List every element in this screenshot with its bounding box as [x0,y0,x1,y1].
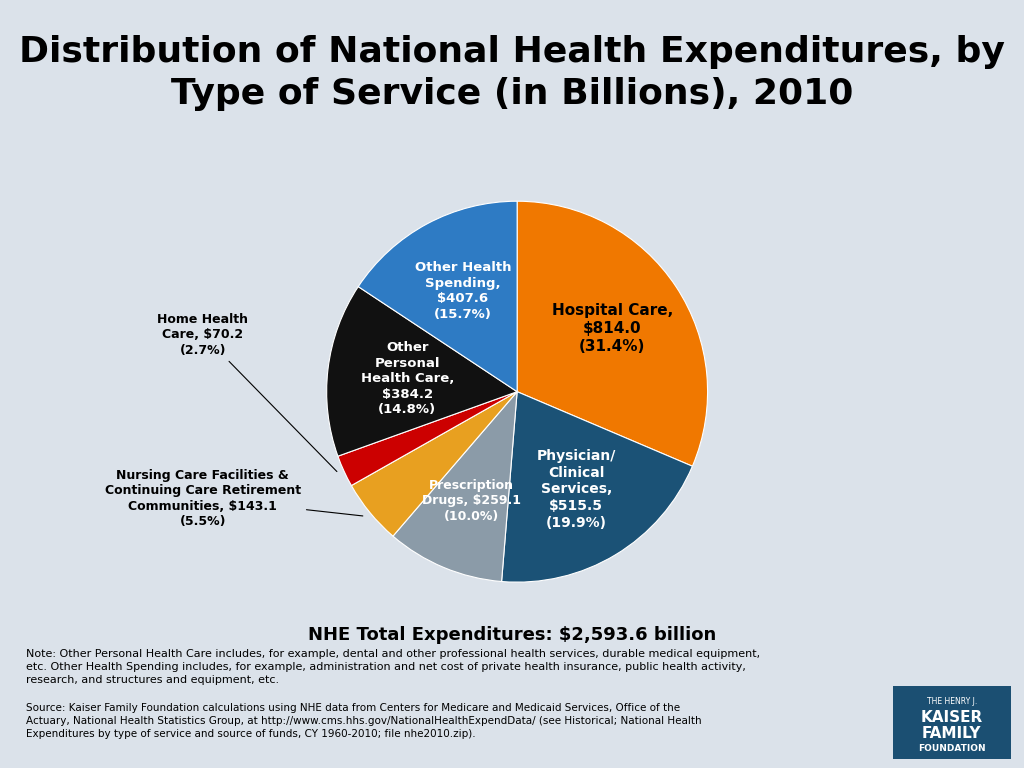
Text: Distribution of National Health Expenditures, by
Type of Service (in Billions), : Distribution of National Health Expendit… [19,35,1005,111]
Text: Other Health
Spending,
$407.6
(15.7%): Other Health Spending, $407.6 (15.7%) [415,261,511,321]
Wedge shape [517,201,708,466]
Text: NHE Total Expenditures: $2,593.6 billion: NHE Total Expenditures: $2,593.6 billion [308,626,716,644]
Wedge shape [358,201,517,392]
Text: Other
Personal
Health Care,
$384.2
(14.8%): Other Personal Health Care, $384.2 (14.8… [360,341,454,416]
Text: Prescription
Drugs, $259.1
(10.0%): Prescription Drugs, $259.1 (10.0%) [422,478,521,523]
Text: Home Health
Care, $70.2
(2.7%): Home Health Care, $70.2 (2.7%) [158,313,337,472]
Text: Source: Kaiser Family Foundation calculations using NHE data from Centers for Me: Source: Kaiser Family Foundation calcula… [26,703,701,739]
Wedge shape [351,392,517,536]
Text: FOUNDATION: FOUNDATION [918,744,986,753]
Wedge shape [502,392,692,582]
Text: Nursing Care Facilities &
Continuing Care Retirement
Communities, $143.1
(5.5%): Nursing Care Facilities & Continuing Car… [104,468,362,528]
Text: Physician/
Clinical
Services,
$515.5
(19.9%): Physician/ Clinical Services, $515.5 (19… [537,449,615,530]
Wedge shape [338,392,517,485]
Text: THE HENRY J.: THE HENRY J. [927,697,977,707]
Text: Note: Other Personal Health Care includes, for example, dental and other profess: Note: Other Personal Health Care include… [26,649,760,685]
Wedge shape [327,286,517,456]
Text: FAMILY: FAMILY [922,726,982,741]
Text: Hospital Care,
$814.0
(31.4%): Hospital Care, $814.0 (31.4%) [552,303,673,354]
Text: KAISER: KAISER [921,710,983,725]
Wedge shape [393,392,517,581]
